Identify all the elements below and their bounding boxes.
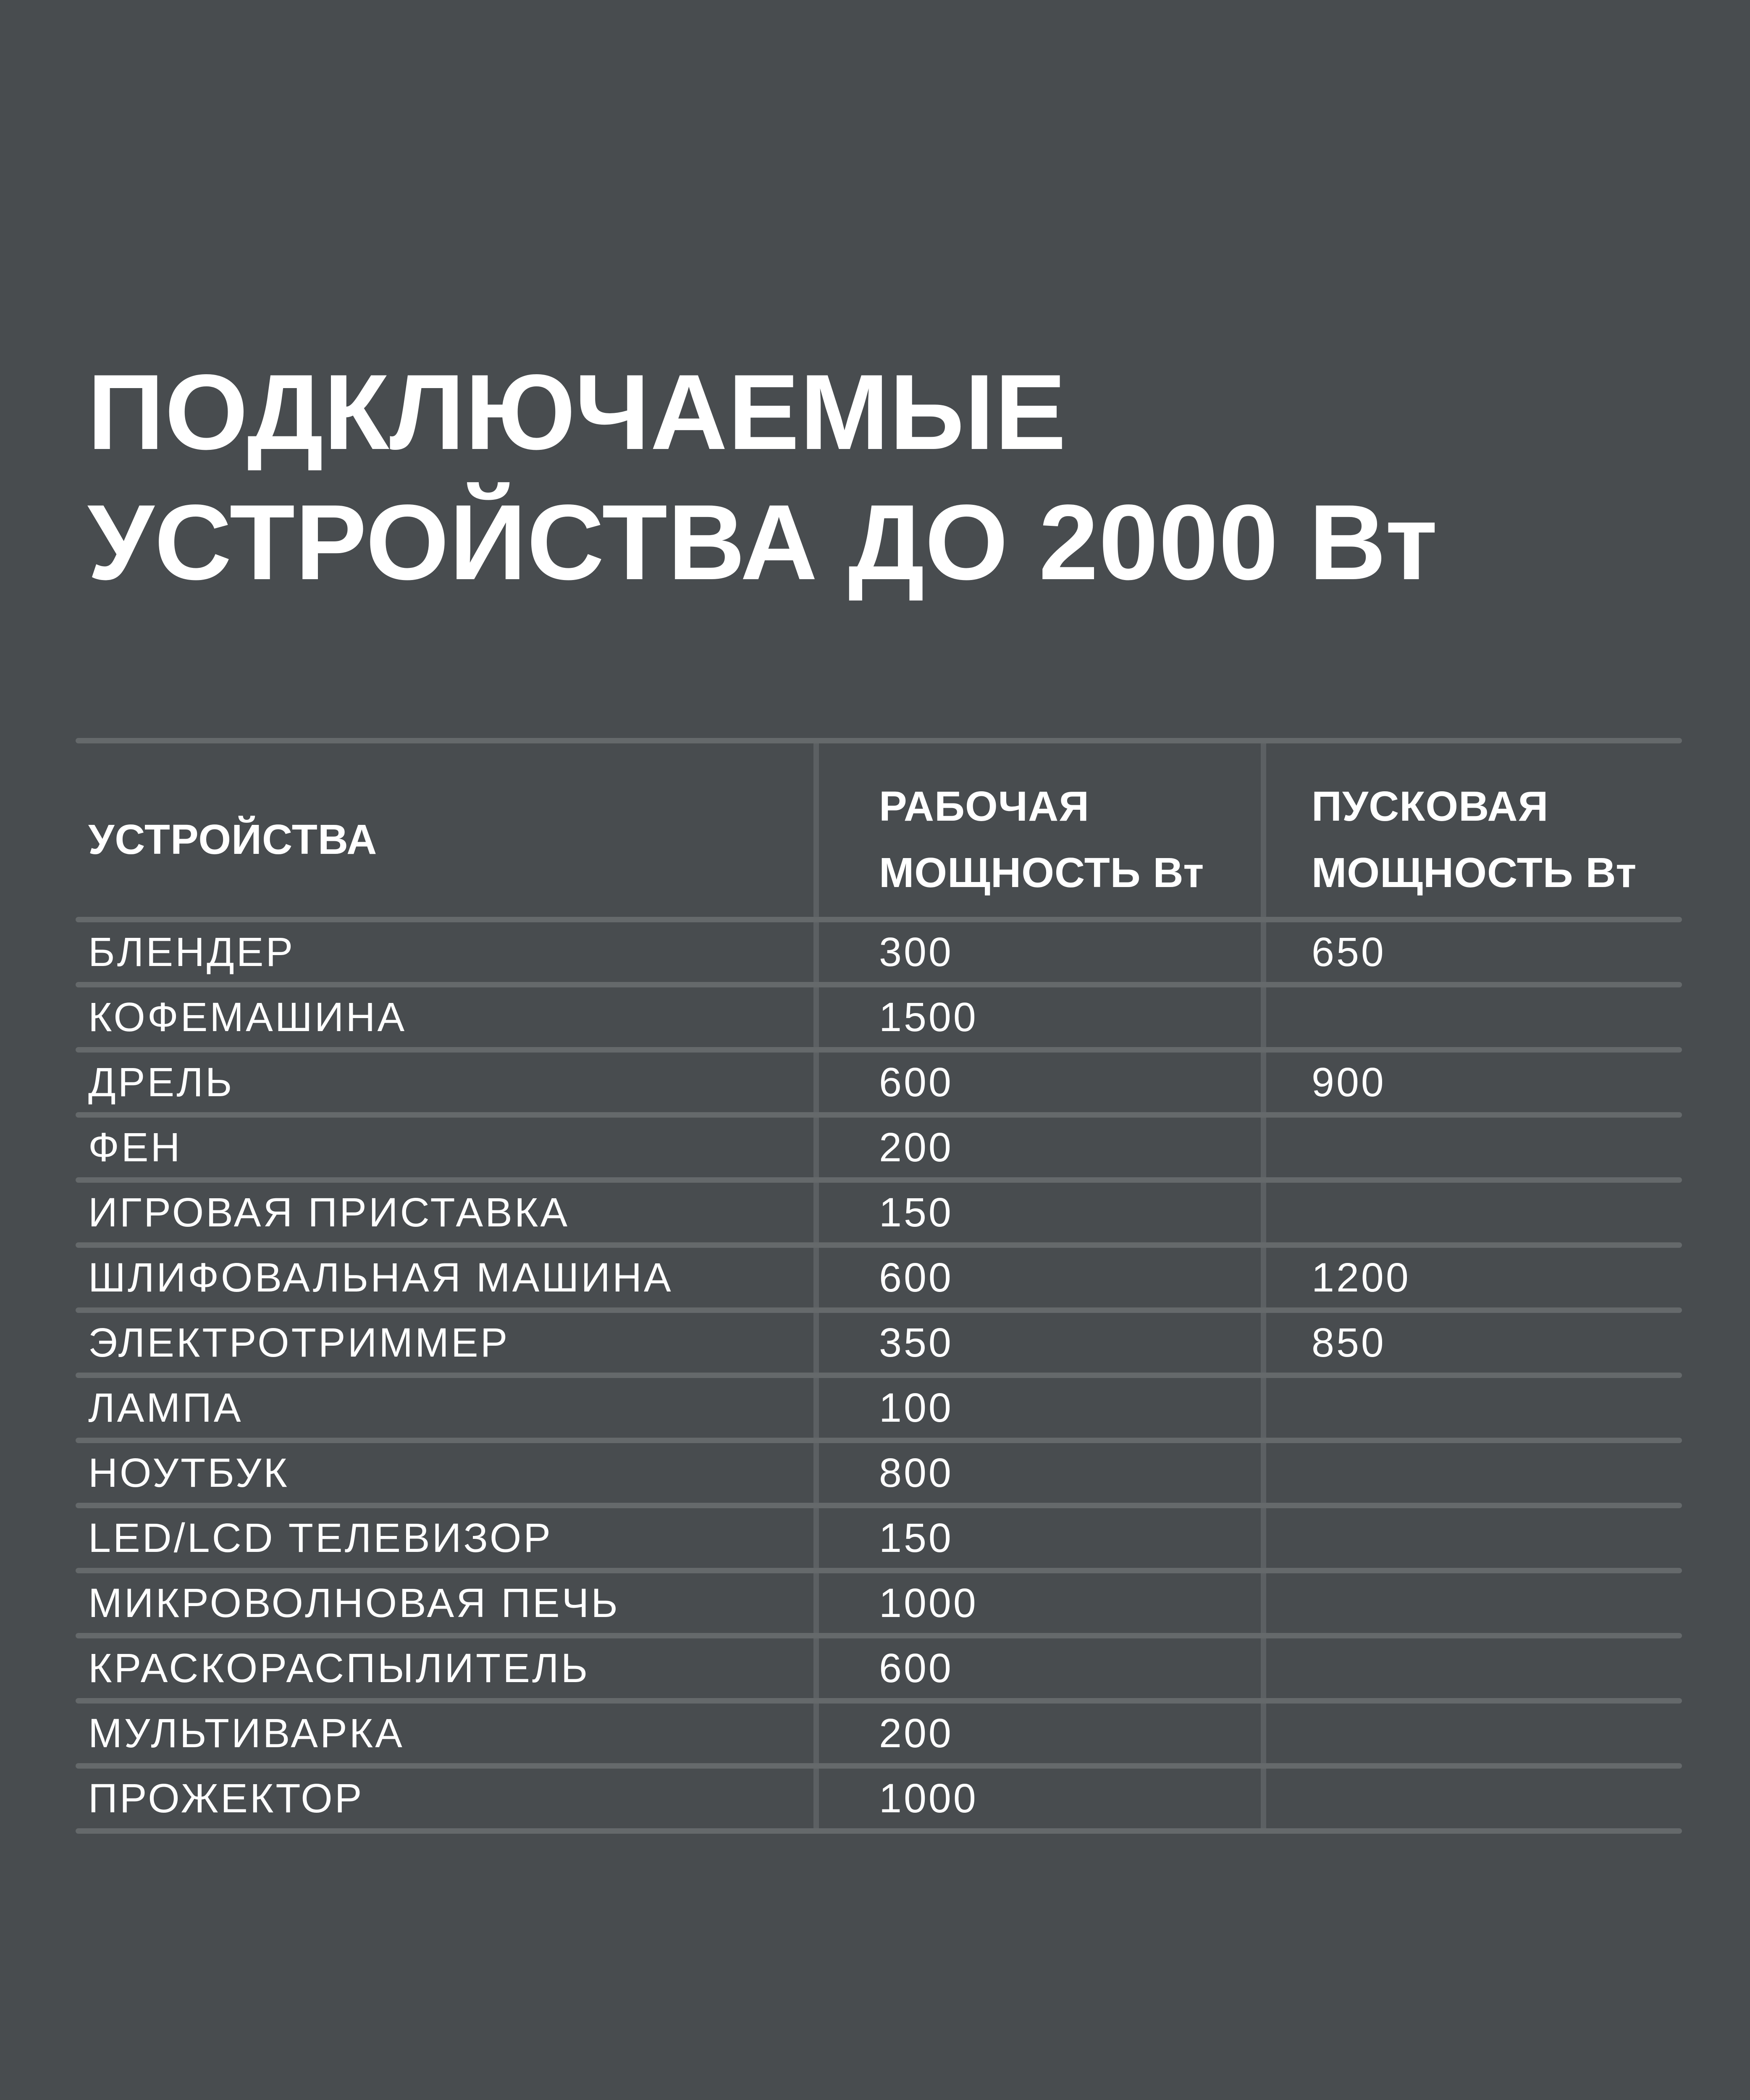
column-divider-2 xyxy=(1261,738,1266,1834)
device-cell: ФЕН xyxy=(88,1124,182,1170)
row-divider xyxy=(76,917,1682,922)
working-power-cell: 200 xyxy=(879,1710,953,1756)
table-row: ШЛИФОВАЛЬНАЯ МАШИНА 600 1200 xyxy=(76,1248,1682,1307)
table-row: МИКРОВОЛНОВАЯ ПЕЧЬ 1000 xyxy=(76,1573,1682,1633)
working-power-cell: 800 xyxy=(879,1450,953,1496)
row-divider xyxy=(76,738,1682,743)
row-divider xyxy=(76,1177,1682,1183)
table-header-row: УСТРОЙСТВА РАБОЧАЯ МОЩНОСТЬ Вт ПУСКОВАЯ … xyxy=(76,743,1682,917)
table-row: НОУТБУК 800 xyxy=(76,1443,1682,1503)
row-divider xyxy=(76,1633,1682,1638)
page-title: ПОДКЛЮЧАЕМЫЕ УСТРОЙСТВА ДО 2000 Вт xyxy=(87,347,1438,608)
device-cell: ЭЛЕКТРОТРИММЕР xyxy=(88,1320,510,1365)
device-cell: КОФЕМАШИНА xyxy=(88,994,407,1040)
row-divider xyxy=(76,1373,1682,1378)
row-divider xyxy=(76,1828,1682,1834)
table-row: БЛЕНДЕР 300 650 xyxy=(76,922,1682,982)
row-divider xyxy=(76,1568,1682,1573)
table-row: ДРЕЛЬ 600 900 xyxy=(76,1053,1682,1112)
row-divider xyxy=(76,1763,1682,1769)
header-starting-power: ПУСКОВАЯ МОЩНОСТЬ Вт xyxy=(1312,783,1637,896)
header-devices: УСТРОЙСТВА xyxy=(88,816,378,863)
device-cell: БЛЕНДЕР xyxy=(88,929,295,975)
working-power-cell: 1000 xyxy=(879,1580,978,1626)
row-divider xyxy=(76,1503,1682,1508)
device-cell: НОУТБУК xyxy=(88,1450,289,1496)
table-row: МУЛЬТИВАРКА 200 xyxy=(76,1704,1682,1763)
table-row: ЛАМПА 100 xyxy=(76,1378,1682,1438)
column-divider-1 xyxy=(813,738,819,1834)
table-row: ФЕН 200 xyxy=(76,1118,1682,1177)
page-title-line2: УСТРОЙСТВА ДО 2000 Вт xyxy=(87,483,1438,602)
header-working-power: РАБОЧАЯ МОЩНОСТЬ Вт xyxy=(879,783,1204,896)
table-row: ПРОЖЕКТОР 1000 xyxy=(76,1769,1682,1828)
starting-power-cell: 850 xyxy=(1312,1320,1386,1365)
working-power-cell: 600 xyxy=(879,1255,953,1300)
working-power-cell: 300 xyxy=(879,929,953,975)
device-cell: ДРЕЛЬ xyxy=(88,1059,234,1105)
row-divider xyxy=(76,1307,1682,1313)
working-power-cell: 350 xyxy=(879,1320,953,1365)
table-row: LED/LCD ТЕЛЕВИЗОР 150 xyxy=(76,1508,1682,1568)
working-power-cell: 1000 xyxy=(879,1775,978,1821)
table-row: КРАСКОРАСПЫЛИТЕЛЬ 600 xyxy=(76,1638,1682,1698)
working-power-cell: 200 xyxy=(879,1124,953,1170)
device-cell: ИГРОВАЯ ПРИСТАВКА xyxy=(88,1189,570,1235)
row-divider xyxy=(76,1112,1682,1118)
device-cell: ПРОЖЕКТОР xyxy=(88,1775,364,1821)
working-power-cell: 100 xyxy=(879,1385,953,1431)
devices-table: УСТРОЙСТВА РАБОЧАЯ МОЩНОСТЬ Вт ПУСКОВАЯ … xyxy=(76,738,1682,1834)
table-row: КОФЕМАШИНА 1500 xyxy=(76,987,1682,1047)
starting-power-cell: 900 xyxy=(1312,1059,1386,1105)
row-divider xyxy=(76,1242,1682,1248)
table-row: ЭЛЕКТРОТРИММЕР 350 850 xyxy=(76,1313,1682,1373)
device-cell: ШЛИФОВАЛЬНАЯ МАШИНА xyxy=(88,1255,673,1300)
working-power-cell: 150 xyxy=(879,1515,953,1561)
starting-power-cell: 1200 xyxy=(1312,1255,1411,1300)
table-row: ИГРОВАЯ ПРИСТАВКА 150 xyxy=(76,1183,1682,1242)
row-divider xyxy=(76,982,1682,987)
device-cell: LED/LCD ТЕЛЕВИЗОР xyxy=(88,1515,553,1561)
starting-power-cell: 650 xyxy=(1312,929,1386,975)
page-title-line1: ПОДКЛЮЧАЕМЫЕ xyxy=(87,352,1067,472)
device-cell: МУЛЬТИВАРКА xyxy=(88,1710,404,1756)
working-power-cell: 600 xyxy=(879,1645,953,1691)
working-power-cell: 150 xyxy=(879,1189,953,1235)
row-divider xyxy=(76,1438,1682,1443)
working-power-cell: 1500 xyxy=(879,994,978,1040)
working-power-cell: 600 xyxy=(879,1059,953,1105)
device-cell: КРАСКОРАСПЫЛИТЕЛЬ xyxy=(88,1645,590,1691)
device-cell: МИКРОВОЛНОВАЯ ПЕЧЬ xyxy=(88,1580,620,1626)
device-cell: ЛАМПА xyxy=(88,1385,243,1431)
row-divider xyxy=(76,1047,1682,1053)
row-divider xyxy=(76,1698,1682,1704)
